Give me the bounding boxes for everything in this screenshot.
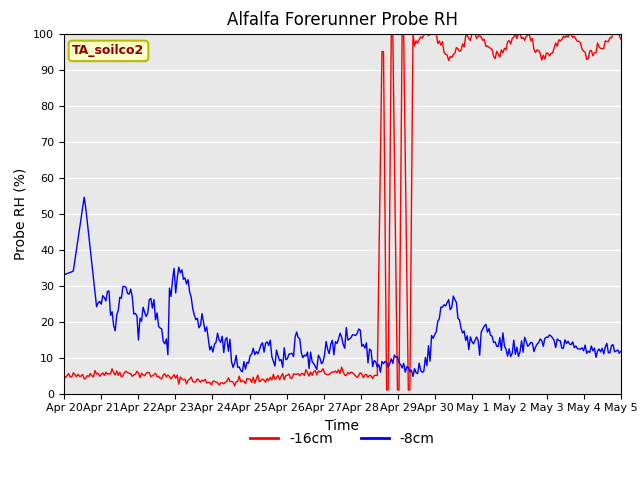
Title: Alfalfa Forerunner Probe RH: Alfalfa Forerunner Probe RH bbox=[227, 11, 458, 29]
Legend: -16cm, -8cm: -16cm, -8cm bbox=[244, 426, 440, 452]
Text: TA_soilco2: TA_soilco2 bbox=[72, 44, 145, 58]
X-axis label: Time: Time bbox=[325, 419, 360, 433]
Y-axis label: Probe RH (%): Probe RH (%) bbox=[13, 168, 28, 260]
